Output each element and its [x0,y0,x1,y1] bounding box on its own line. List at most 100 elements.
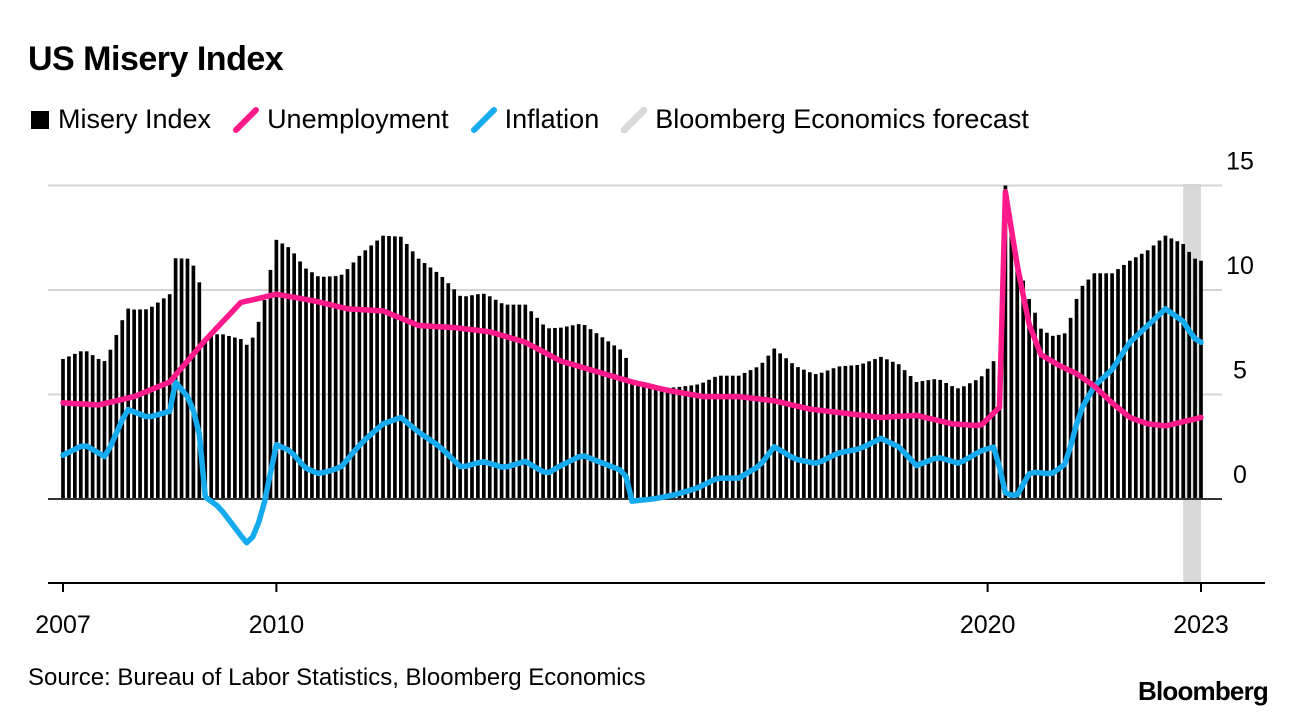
misery-bar [209,336,214,499]
misery-bar [191,265,196,499]
forecast-band [1183,184,1201,583]
misery-bar [363,250,368,499]
misery-bar [659,387,664,499]
misery-bar [404,244,409,499]
misery-bar [227,335,231,499]
misery-bar [926,380,931,499]
misery-bar [843,365,848,499]
misery-bar [256,321,261,499]
misery-bar [274,239,279,499]
misery-bar [1157,240,1162,499]
misery-bar [197,282,202,499]
x-tick-label: 2020 [960,611,1016,639]
misery-bar [523,304,528,499]
misery-bar [1175,241,1180,499]
misery-bar [399,236,403,499]
misery-bar [357,255,362,499]
gridlines-layer [48,184,1222,396]
misery-bar [351,262,356,499]
misery-bar [90,355,95,499]
legend-band-icon [621,106,648,133]
misery-bar [914,381,919,499]
misery-bar [185,258,190,499]
misery-bar [387,236,391,499]
misery-bar [1163,235,1168,499]
misery-bar [772,348,777,499]
misery-bar [553,327,557,499]
misery-bar [1086,279,1091,499]
misery-bar [422,263,427,499]
misery-bar [511,304,516,499]
misery-bar [1187,251,1191,499]
misery-bar [896,364,901,499]
misery-bar [102,361,107,499]
misery-bar [647,386,652,499]
misery-bar [144,309,148,499]
misery-bar [393,236,397,499]
misery-bar [985,368,990,499]
misery-bar [825,370,830,499]
misery-bar [653,387,658,499]
misery-bar [559,327,563,499]
misery-bar [1122,264,1126,499]
legend-line-icon [233,106,260,133]
misery-bar [1050,335,1055,499]
misery-bar [161,298,166,499]
misery-bar [410,251,415,499]
misery-bar [458,295,462,499]
misery-bar [1110,273,1114,499]
misery-bar [707,379,711,499]
misery-bar [1104,273,1109,499]
misery-bar [594,333,599,499]
misery-bar [973,380,978,499]
misery-bar [879,356,883,499]
misery-bar [1039,328,1043,499]
misery-bar [1133,257,1138,499]
misery-bar [719,375,723,499]
misery-bar [155,302,160,499]
misery-bar [778,353,783,499]
y-tick-label: 0 [1233,461,1247,489]
misery-bar [440,276,445,499]
misery-bar [1193,258,1197,499]
misery-bar [979,376,984,499]
misery-bar [321,276,326,499]
misery-bar [588,329,593,499]
misery-bar [701,382,705,499]
misery-bar [790,363,794,499]
misery-bar [742,372,747,499]
misery-bar [280,243,285,499]
misery-bar [944,383,948,499]
misery-bar [150,306,154,499]
misery-bar [446,283,451,499]
misery-bar [849,365,854,499]
misery-bar [215,334,219,499]
misery-bar [962,386,966,499]
misery-bar [855,365,860,499]
y-tick-label: 5 [1233,357,1247,385]
legend-line-icon [470,106,497,133]
misery-bar [665,387,670,499]
misery-bar [476,294,480,499]
legend-label-inflation: Inflation [504,104,600,134]
misery-bar [238,338,243,499]
misery-bar [126,308,131,499]
misery-bar [221,334,225,499]
misery-bar [819,372,824,499]
misery-bar [541,324,545,499]
legend-label-forecast: Bloomberg Economics forecast [655,104,1029,134]
misery-bar [233,337,237,499]
misery-bar [902,370,907,499]
misery-bar [873,359,877,499]
misery-bar [968,383,972,499]
legend-item-misery-index: Misery Index [30,104,211,135]
misery-bar [381,235,385,499]
misery-bar [416,258,421,499]
misery-bar [481,293,486,499]
legend-item-forecast: Bloomberg Economics forecast [621,104,1029,135]
legend-item-inflation: Inflation [470,104,600,135]
misery-bar [831,368,836,499]
legend-item-unemployment: Unemployment [233,104,449,135]
misery-bar [802,369,806,499]
misery-bar [517,304,522,499]
